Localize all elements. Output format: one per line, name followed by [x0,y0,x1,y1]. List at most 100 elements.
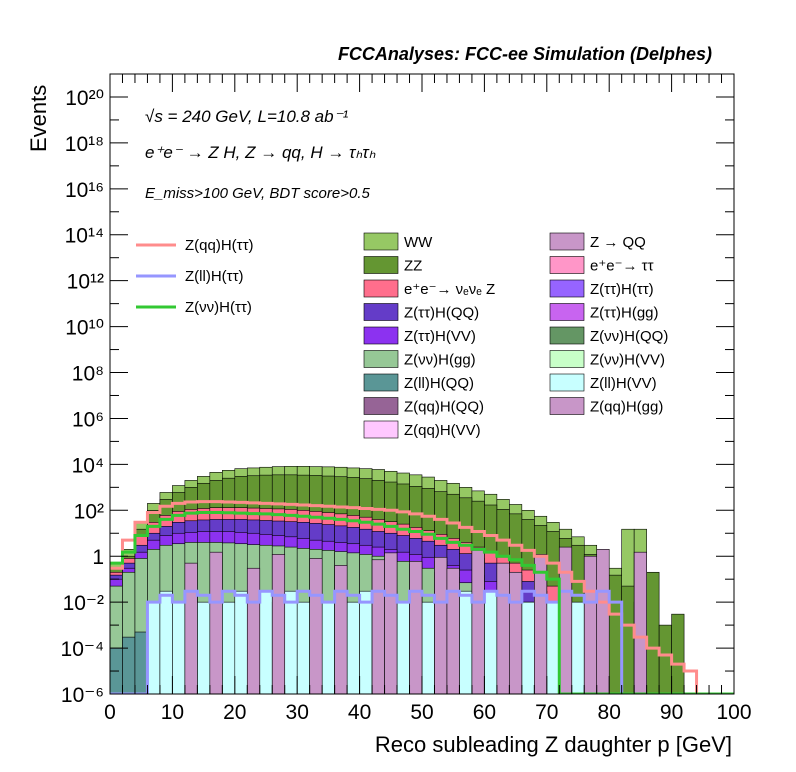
legend-label: Z(ll)H(VV) [590,375,657,392]
bar-zz [608,574,622,694]
bar-z-ll-h-vv [484,590,498,694]
bar-z-qq-h-qq [184,562,198,694]
y-tick-label: 10⁴ [72,454,104,477]
legend-label: Z(ττ)H(ττ) [590,281,654,298]
x-tick-label: 0 [104,701,116,724]
legend-swatch [363,420,399,439]
bar-z-qq-h-qq [509,571,523,694]
y-tick-label: 1 [92,546,104,569]
y-tick-label: 10⁸ [72,363,104,386]
y-tick-label: 10⁶ [72,408,104,431]
bar-z-qq-h-qq [596,549,610,694]
legend-swatch [363,397,399,415]
y-tick-label: 10² [74,500,104,523]
bar-z-qq-h-qq [271,554,286,694]
x-tick-label: 90 [660,701,683,724]
chart-header: FCCAnalyses: FCC-ee Simulation (Delphes) [338,44,712,64]
bar-z-qq-h-qq [334,565,348,694]
annotation-energy: √s = 240 GeV, L=10.8 ab⁻¹ [145,107,349,126]
legend-swatch [363,303,399,321]
x-tick-label: 50 [410,701,433,724]
bar-z-ll-h-vv [259,590,273,694]
legend-swatch [363,350,399,368]
bar-z-qq-h-qq [409,561,423,694]
x-tick-label: 70 [535,701,558,724]
y-tick-label: 10¹⁸ [65,133,104,156]
bar-z-ll-h-vv [571,601,585,694]
y-axis: 10⁻⁶ 10⁻⁴ 10⁻² 1 10² 10⁴ 10⁶ 10⁸ 10¹⁰ 10¹² 10¹⁴ 10¹… [61,73,734,707]
bar-z-ll-h-vv [234,590,248,694]
y-tick-label: 10²⁰ [65,87,104,110]
legend-swatch [363,256,399,274]
annotation-cuts: E_miss>100 GeV, BDT score>0.5 [145,185,370,202]
legend-label: Z(ττ)H(QQ) [404,305,479,322]
bar-z-qq-h-qq [496,562,510,694]
y-tick-label: 10¹⁶ [65,179,104,202]
y-tick-label: 10⁻² [63,592,104,615]
bar-z-ll-h-vv [147,601,161,694]
plot-area: 0 10 20 30 40 50 60 70 80 90 100 10⁻⁶10⁻⁴10⁻²110²1… [61,73,752,724]
y-tick-label: 10¹⁴ [65,225,104,248]
legend-label: Z(qq)H(gg) [590,399,663,416]
bar-z-ll-h-vv [159,590,173,694]
y-tick-label: 10⁻⁴ [61,638,104,661]
legend-swatch [549,326,585,345]
legend-label: Z(νν)H(QQ) [590,328,668,345]
bar-z-ll-h-vv [172,601,186,694]
bar-z-ll-h-vv [284,590,298,694]
y-tick-label: 10¹⁰ [65,317,104,340]
bar-z-qq-h-qq [371,559,385,694]
bar-z-ll-h-qq [134,631,148,694]
x-tick-label: 100 [716,701,751,724]
line-z-ll-h [110,589,734,694]
bar-z-qq-h-qq [471,550,485,694]
legend-label: Z(νν)H(VV) [590,352,665,369]
x-tick-label: 40 [348,701,371,724]
line-z-h [110,511,734,694]
bar-z-ll-h-vv [346,601,360,694]
bar-zz [646,571,660,694]
legend-label: Z → QQ [590,234,646,251]
legend-swatch [549,373,585,392]
bar-z-qq-h-qq [434,556,448,694]
bar-zz [671,613,685,694]
bar-z-ll-h-vv [222,601,236,694]
legend-label: Z(qq)H(VV) [404,422,481,439]
x-axis-label: Reco subleading Z daughter p [GeV] [375,732,732,757]
bar-zz [621,585,635,694]
legend-swatch [549,256,585,274]
y-tick-label: 10⁻⁶ [61,684,104,707]
legend-label: Z(qq)H(ττ) [185,237,254,254]
bar-z-ll-h-vv [459,590,473,694]
x-tick-label: 30 [286,701,309,724]
y-tick-label: 10¹² [67,271,104,294]
legend-label: Z(νν)H(ττ) [185,299,252,316]
legend-label: Z(ll)H(ττ) [185,268,244,285]
series-z-qq-h-qq [184,546,647,694]
bar-z-qq-h-qq [209,551,223,694]
x-tick-label: 60 [473,701,496,724]
signal-lines [110,500,734,694]
legend-swatch [363,279,399,298]
legend-label: Z(ττ)H(gg) [590,305,659,322]
legend-label: WW [404,234,433,251]
bar-z-qq-h-qq [558,546,573,694]
bar-z-ll-h-vv [197,601,211,694]
annotation-block: √s = 240 GeV, L=10.8 ab⁻¹ e⁺e⁻ → Z H, Z … [145,107,376,202]
bar-z-qq-h-qq [246,567,261,694]
bar-zz [658,624,672,694]
bar-z-ll-h-vv [521,601,535,694]
bar-z-qq-h-qq [534,554,548,694]
annotation-process: e⁺e⁻ → Z H, Z → qq, H → τₕτₕ [145,143,376,162]
bar-z-ll-h-vv [421,601,435,694]
legend-swatch [549,279,585,298]
bar-z-ll-h-vv [396,601,410,694]
bar-z-qq-h-qq [309,558,323,694]
bar-z-ll-h-vv [359,590,373,694]
legend-label: Z(νν)H(gg) [404,352,476,369]
bar-z-ll-h-vv [296,601,310,694]
legend-label: ZZ [404,258,422,275]
bar-z-ll-h-vv [546,601,560,694]
bar-z-ll-h-vv [321,601,335,694]
